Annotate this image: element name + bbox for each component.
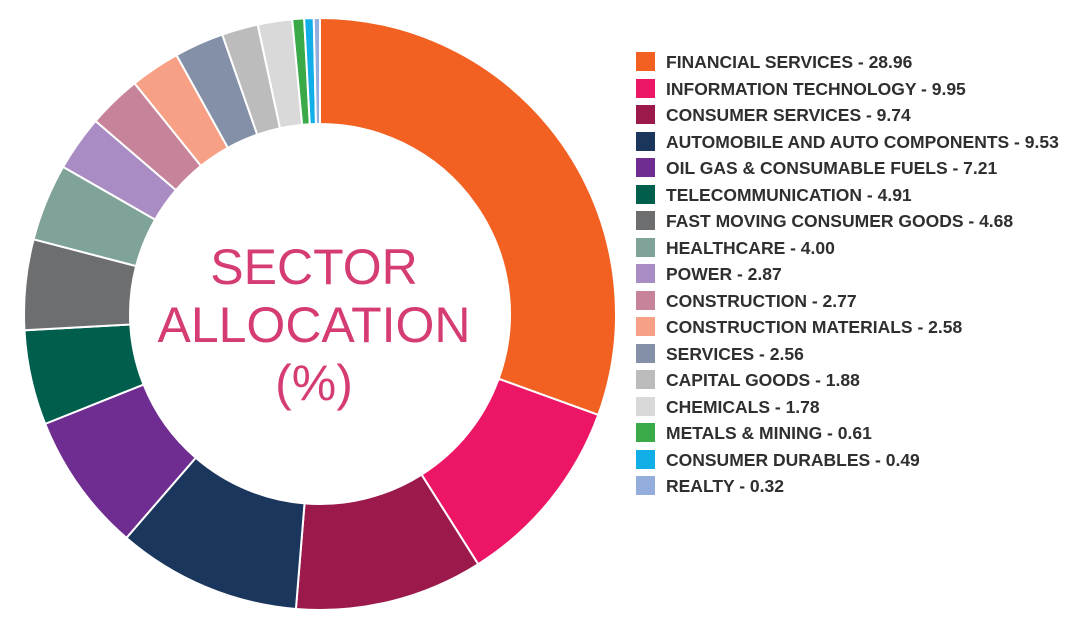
donut-slice	[319, 16, 617, 417]
legend-label: TELECOMMUNICATION - 4.91	[666, 184, 912, 205]
legend-swatch	[636, 264, 655, 283]
legend-swatch	[636, 343, 655, 363]
donut-slices	[23, 16, 617, 611]
legend-swatch	[636, 78, 655, 98]
legend-swatch	[636, 211, 655, 230]
legend-label: INFORMATION TECHNOLOGY - 9.95	[666, 78, 966, 99]
legend-swatch	[636, 52, 655, 71]
legend-swatch	[636, 476, 655, 495]
legend-item: FINANCIAL SERVICES - 28.96	[636, 50, 1068, 74]
legend-item: FAST MOVING CONSUMER GOODS - 4.68	[636, 209, 1068, 233]
legend-item: HEALTHCARE - 4.00	[636, 236, 1068, 260]
donut-slice	[312, 16, 321, 126]
legend-label: CONSTRUCTION - 2.77	[666, 290, 857, 311]
legend-label: SERVICES - 2.56	[666, 343, 804, 364]
legend-item: CHEMICALS - 1.78	[636, 395, 1068, 419]
legend-label: POWER - 2.87	[666, 264, 782, 284]
legend-item: CONSTRUCTION - 2.77	[636, 289, 1068, 313]
legend-label: AUTOMOBILE AND AUTO COMPONENTS - 9.53	[666, 131, 1059, 152]
legend-swatch	[636, 423, 655, 442]
legend-label: METALS & MINING - 0.61	[666, 423, 872, 443]
legend-label: CHEMICALS - 1.78	[666, 396, 820, 417]
legend-item: POWER - 2.87	[636, 262, 1068, 286]
legend-item: INFORMATION TECHNOLOGY - 9.95	[636, 77, 1068, 101]
legend-label: OIL GAS & CONSUMABLE FUELS - 7.21	[666, 158, 998, 178]
legend-label: CONSUMER DURABLES - 0.49	[666, 449, 920, 470]
legend-item: TELECOMMUNICATION - 4.91	[636, 183, 1068, 207]
center-title-line-2: ALLOCATION	[157, 297, 471, 353]
legend-item: SERVICES - 2.56	[636, 342, 1068, 366]
legend-label: FINANCIAL SERVICES - 28.96	[666, 52, 913, 72]
legend-label: FAST MOVING CONSUMER GOODS - 4.68	[666, 211, 1014, 231]
legend-swatch	[636, 184, 655, 204]
legend-item: OIL GAS & CONSUMABLE FUELS - 7.21	[636, 156, 1068, 180]
legend-swatch	[636, 317, 655, 336]
legend-label: HEALTHCARE - 4.00	[666, 237, 835, 258]
center-title-line-3: (%)	[275, 355, 353, 411]
chart-center-title: SECTOR ALLOCATION (%)	[140, 238, 488, 412]
legend-item: CONSUMER SERVICES - 9.74	[636, 103, 1068, 127]
legend-item: METALS & MINING - 0.61	[636, 421, 1068, 445]
legend-label: REALTY - 0.32	[666, 476, 784, 496]
legend-label: CONSTRUCTION MATERIALS - 2.58	[666, 317, 963, 337]
legend-label: CONSUMER SERVICES - 9.74	[666, 105, 911, 125]
legend-swatch	[636, 131, 655, 151]
legend-swatch	[636, 396, 655, 416]
legend-item: CONSUMER DURABLES - 0.49	[636, 448, 1068, 472]
legend-item: CAPITAL GOODS - 1.88	[636, 368, 1068, 392]
donut-chart	[23, 16, 617, 611]
legend-swatch	[636, 449, 655, 469]
legend-swatch	[636, 237, 655, 257]
legend-swatch	[636, 370, 655, 389]
center-title-line-1: SECTOR	[210, 239, 418, 295]
legend-swatch	[636, 158, 655, 177]
legend-swatch	[636, 105, 655, 124]
legend-label: CAPITAL GOODS - 1.88	[666, 370, 860, 390]
chart-legend: FINANCIAL SERVICES - 28.96 INFORMATION TE…	[636, 50, 1068, 501]
legend-swatch	[636, 290, 655, 310]
legend-item: AUTOMOBILE AND AUTO COMPONENTS - 9.53	[636, 130, 1068, 154]
legend-item: REALTY - 0.32	[636, 474, 1068, 498]
legend-item: CONSTRUCTION MATERIALS - 2.58	[636, 315, 1068, 339]
